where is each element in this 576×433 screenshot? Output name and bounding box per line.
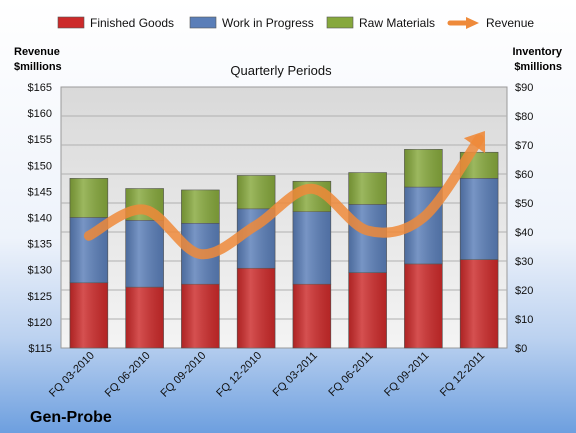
bar-shading-finished-goods [237,268,276,348]
right-axis-ticks: $0 $10 $20 $30 $40 $50 $60 $70 $80 $90 [515,82,533,355]
right-tick-label: $0 [515,343,527,355]
bar-shading-raw-materials [181,189,220,224]
bar-shading-finished-goods [181,284,220,348]
bar-shading-finished-goods [69,282,108,348]
left-tick-label: $145 [28,186,52,198]
left-tick-label: $140 [28,213,52,225]
right-tick-label: $60 [515,169,533,181]
left-tick-label: $115 [28,343,52,355]
right-tick-label: $50 [515,198,533,210]
bar-shading-finished-goods [125,287,164,348]
bar-shading-raw-materials [237,175,276,209]
left-axis-label-line1: Revenue [14,46,60,58]
right-tick-label: $80 [515,111,533,123]
left-tick-label: $150 [28,160,52,172]
chart-subtitle: Quarterly Periods [230,63,332,78]
left-tick-label: $165 [28,82,52,94]
right-tick-label: $10 [515,314,533,326]
bar-shading-raw-materials [404,149,443,188]
legend-label-raw-materials: Raw Materials [359,16,435,30]
revenue-line [83,134,485,260]
bar-shading-finished-goods [460,259,499,348]
left-tick-label: $160 [28,108,52,120]
company-name: Gen-Probe [30,409,112,426]
bar-shading-raw-materials [69,178,108,218]
left-tick-label: $130 [28,265,52,277]
left-axis-ticks: $115 $120 $125 $130 $135 $140 $145 $150 $155 $160… [28,82,52,355]
left-axis-label-line2: $millions [14,61,62,73]
legend-swatch-work-in-progress [189,16,217,29]
legend-swatch-finished-goods [57,16,85,29]
bar-shading-work-in-progress [348,204,387,273]
bar-shading-finished-goods [292,284,331,348]
bar-shading-work-in-progress [125,220,164,288]
left-tick-label: $120 [28,317,52,329]
right-tick-label: $30 [515,256,533,268]
right-tick-label: $90 [515,82,533,94]
left-tick-label: $135 [28,239,52,251]
bar-shading-work-in-progress [292,211,331,285]
bar-shading-raw-materials [348,172,387,205]
revenue-line-layer [83,131,486,260]
bar-shading-finished-goods [348,272,387,348]
right-tick-label: $40 [515,227,533,239]
right-tick-label: $20 [515,285,533,297]
left-tick-label: $125 [28,291,52,303]
legend-label-work-in-progress: Work in Progress [222,16,314,30]
bar-shading-finished-goods [404,263,443,348]
legend-swatch-revenue-arrowhead [466,17,479,29]
legend-swatch-raw-materials [326,16,354,29]
right-axis-label-line1: Inventory [512,46,562,58]
right-tick-label: $70 [515,140,533,152]
legend-label-revenue: Revenue [486,16,534,30]
left-tick-label: $155 [28,134,52,146]
legend-label-finished-goods: Finished Goods [90,16,174,30]
right-axis-label-line2: $millions [514,61,562,73]
bar-shading-work-in-progress [460,178,499,260]
revenue-arrowhead [463,131,486,154]
legend: Finished Goods Work in Progress Raw Mate… [57,16,534,30]
